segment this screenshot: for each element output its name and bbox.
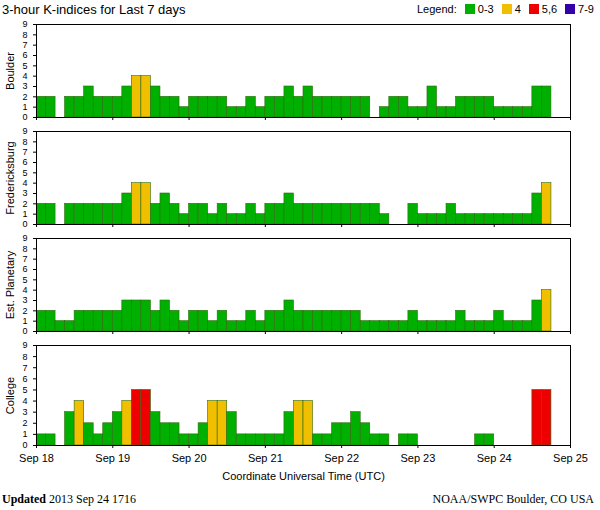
svg-text:2: 2	[22, 199, 27, 209]
svg-text:7: 7	[22, 363, 27, 373]
html-text:Updated 2013 Sep 24 1716: Updated 2013 Sep 24 1716	[2, 491, 136, 506]
svg-text:Sep 18: Sep 18	[19, 452, 54, 464]
svg-text:2: 2	[22, 306, 27, 316]
svg-text:4: 4	[22, 71, 27, 81]
svg-text:2: 2	[22, 92, 27, 102]
svg-text:Sep 20: Sep 20	[172, 452, 207, 464]
svg-text:College: College	[4, 377, 16, 414]
svg-text:1: 1	[22, 209, 27, 219]
svg-text:Boulder: Boulder	[4, 52, 16, 90]
html-text:4: 4	[514, 3, 521, 15]
svg-text:5: 5	[22, 61, 27, 71]
html-text:3-hour K-indices for Last 7 da: 3-hour K-indices for Last 7 days	[2, 1, 186, 17]
svg-text:6: 6	[22, 50, 27, 60]
svg-text:9: 9	[22, 126, 27, 136]
svg-text:9: 9	[22, 233, 27, 243]
svg-text:Sep 19: Sep 19	[95, 452, 130, 464]
svg-text:1: 1	[22, 102, 27, 112]
svg-text:9: 9	[22, 340, 27, 350]
svg-text:5: 5	[22, 385, 27, 395]
html-text:5,6: 5,6	[541, 3, 558, 15]
html-text:Legend:: Legend:	[417, 3, 457, 15]
svg-text:4: 4	[22, 285, 27, 295]
svg-text:8: 8	[22, 351, 27, 361]
svg-text:Sep 21: Sep 21	[248, 452, 283, 464]
svg-text:Sep 23: Sep 23	[400, 452, 435, 464]
svg-text:8: 8	[22, 244, 27, 254]
html-text:0-3: 0-3	[477, 3, 494, 15]
html-text:NOAA/SWPC Boulder, CO USA: NOAA/SWPC Boulder, CO USA	[432, 491, 594, 506]
svg-text:1: 1	[22, 316, 27, 326]
svg-text:8: 8	[22, 137, 27, 147]
svg-text:6: 6	[22, 264, 27, 274]
svg-text:3: 3	[22, 188, 27, 198]
svg-text:Coordinate Universal Time (UTC: Coordinate Universal Time (UTC)	[222, 470, 385, 482]
html-text:7-9: 7-9	[578, 3, 594, 15]
svg-text:3: 3	[22, 407, 27, 417]
svg-text:7: 7	[22, 40, 27, 50]
svg-text:Sep 22: Sep 22	[324, 452, 359, 464]
svg-text:0: 0	[22, 219, 27, 229]
svg-text:0: 0	[22, 326, 27, 336]
svg-text:6: 6	[22, 157, 27, 167]
svg-text:5: 5	[22, 275, 27, 285]
svg-text:4: 4	[22, 178, 27, 188]
svg-text:6: 6	[22, 374, 27, 384]
svg-text:3: 3	[22, 295, 27, 305]
svg-text:8: 8	[22, 30, 27, 40]
svg-text:7: 7	[22, 254, 27, 264]
svg-text:4: 4	[22, 396, 27, 406]
svg-text:0: 0	[22, 440, 27, 450]
svg-text:Sep 24: Sep 24	[477, 452, 512, 464]
svg-text:2: 2	[22, 418, 27, 428]
svg-text:Sep 25: Sep 25	[553, 452, 588, 464]
svg-text:Est. Planetary: Est. Planetary	[4, 250, 16, 319]
svg-text:9: 9	[22, 19, 27, 29]
svg-text:5: 5	[22, 168, 27, 178]
svg-text:Fredericksburg: Fredericksburg	[4, 141, 16, 214]
svg-text:3: 3	[22, 81, 27, 91]
svg-text:1: 1	[22, 429, 27, 439]
svg-text:7: 7	[22, 147, 27, 157]
svg-text:0: 0	[22, 112, 27, 122]
